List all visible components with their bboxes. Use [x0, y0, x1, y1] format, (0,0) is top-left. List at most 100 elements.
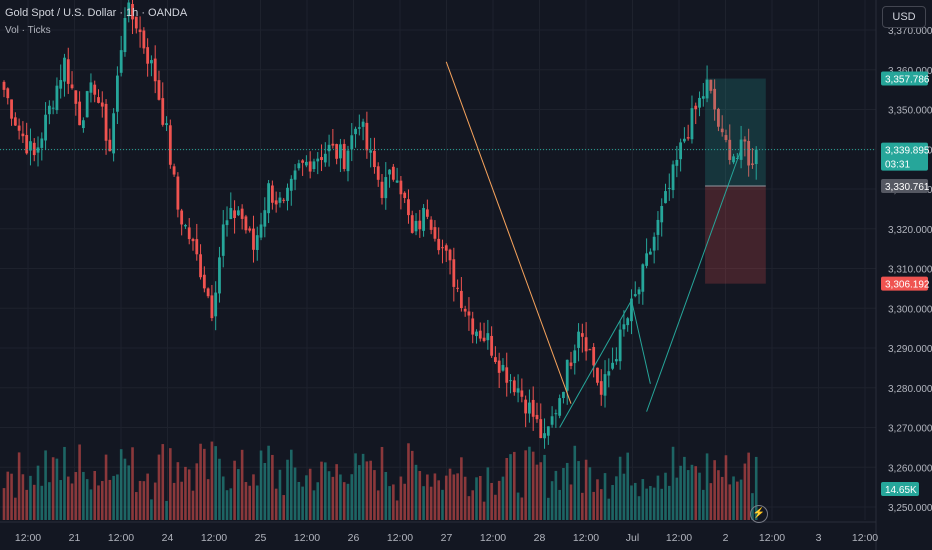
candle[interactable]	[229, 192, 233, 220]
candle[interactable]	[524, 395, 528, 428]
candle[interactable]	[720, 115, 724, 137]
candle[interactable]	[467, 297, 471, 331]
candle[interactable]	[127, 0, 131, 23]
candle[interactable]	[422, 204, 425, 237]
candle[interactable]	[199, 244, 202, 280]
candle[interactable]	[683, 127, 686, 144]
candle[interactable]	[596, 367, 599, 386]
candle[interactable]	[74, 90, 78, 116]
candle[interactable]	[565, 359, 569, 405]
candle[interactable]	[373, 137, 376, 174]
candle[interactable]	[278, 191, 282, 208]
candle[interactable]	[630, 289, 633, 335]
candle[interactable]	[369, 137, 373, 168]
candle[interactable]	[112, 108, 116, 162]
candle[interactable]	[664, 183, 667, 204]
candle[interactable]	[289, 175, 293, 206]
candle[interactable]	[21, 121, 25, 144]
candle[interactable]	[350, 123, 354, 162]
candle[interactable]	[603, 360, 607, 408]
candle[interactable]	[187, 218, 191, 245]
candle[interactable]	[546, 426, 550, 445]
candle[interactable]	[312, 158, 316, 172]
candle[interactable]	[225, 206, 229, 237]
candle[interactable]	[380, 173, 384, 205]
candle[interactable]	[641, 263, 645, 305]
candle[interactable]	[520, 378, 524, 403]
candle[interactable]	[297, 159, 301, 171]
candle[interactable]	[747, 128, 751, 177]
candle[interactable]	[376, 162, 380, 187]
candle[interactable]	[218, 246, 221, 303]
candle[interactable]	[497, 352, 501, 389]
candle[interactable]	[131, 0, 134, 35]
candle[interactable]	[509, 374, 512, 394]
candle[interactable]	[671, 160, 675, 199]
candle[interactable]	[252, 215, 255, 263]
candle[interactable]	[713, 79, 717, 121]
candle[interactable]	[614, 347, 618, 365]
candle[interactable]	[361, 118, 365, 141]
candle[interactable]	[10, 99, 13, 126]
candle[interactable]	[346, 145, 350, 182]
lightning-icon[interactable]: ⚡	[750, 505, 768, 523]
candle[interactable]	[573, 344, 577, 375]
candle[interactable]	[611, 347, 614, 371]
candle[interactable]	[403, 191, 407, 204]
candle[interactable]	[690, 95, 694, 144]
candle[interactable]	[626, 316, 630, 332]
candle[interactable]	[308, 151, 312, 179]
candle[interactable]	[694, 102, 698, 125]
symbol-title[interactable]: Gold Spot / U.S. Dollar · 1h · OANDA	[5, 7, 188, 19]
candle[interactable]	[59, 64, 63, 99]
candle[interactable]	[580, 323, 584, 353]
candle[interactable]	[93, 80, 97, 103]
candle[interactable]	[210, 284, 214, 322]
candle[interactable]	[195, 223, 199, 261]
candle[interactable]	[66, 47, 70, 94]
candle[interactable]	[157, 70, 161, 101]
candle[interactable]	[433, 220, 437, 242]
candle[interactable]	[592, 343, 596, 378]
candle[interactable]	[543, 418, 546, 449]
candle[interactable]	[637, 286, 641, 304]
candle[interactable]	[448, 248, 452, 275]
trendline[interactable]	[559, 300, 632, 428]
candle[interactable]	[161, 82, 165, 127]
candle[interactable]	[698, 91, 701, 117]
trendline[interactable]	[646, 149, 742, 412]
candle[interactable]	[342, 139, 346, 172]
candle[interactable]	[531, 386, 535, 431]
candle[interactable]	[116, 66, 119, 124]
candle[interactable]	[259, 212, 263, 241]
candle[interactable]	[391, 163, 395, 182]
candle[interactable]	[320, 144, 323, 172]
candle[interactable]	[248, 226, 252, 233]
candle[interactable]	[270, 180, 274, 210]
candle[interactable]	[743, 136, 747, 157]
candle[interactable]	[44, 102, 47, 150]
candle[interactable]	[452, 247, 456, 302]
candle[interactable]	[501, 358, 505, 372]
candle[interactable]	[633, 281, 637, 298]
candle[interactable]	[459, 277, 463, 312]
candle[interactable]	[89, 73, 93, 103]
candle[interactable]	[482, 322, 486, 343]
candle[interactable]	[29, 128, 32, 166]
candle[interactable]	[301, 159, 305, 176]
currency-button[interactable]: USD	[882, 6, 926, 28]
candle[interactable]	[85, 90, 89, 118]
candle[interactable]	[104, 99, 108, 155]
candle[interactable]	[191, 237, 195, 251]
candle[interactable]	[751, 148, 754, 169]
candle[interactable]	[236, 206, 240, 217]
candle[interactable]	[569, 351, 573, 370]
candle[interactable]	[172, 163, 176, 177]
candle[interactable]	[165, 116, 168, 132]
candle[interactable]	[150, 55, 153, 77]
candle[interactable]	[660, 198, 664, 237]
candle[interactable]	[463, 305, 467, 317]
candle[interactable]	[244, 214, 248, 234]
candle[interactable]	[354, 126, 357, 148]
